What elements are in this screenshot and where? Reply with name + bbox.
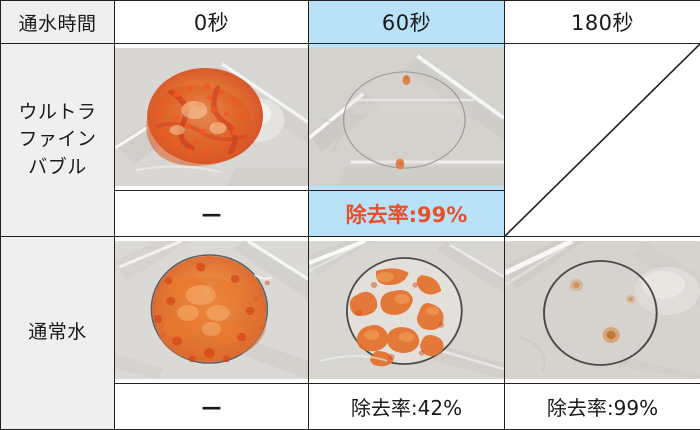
photo-cell-normal-0s: [115, 237, 309, 384]
header-time-0s: 0秒: [115, 1, 309, 44]
header-time-60s: 60秒: [309, 1, 505, 44]
not-measured-diagonal-icon: [505, 44, 700, 236]
row-label-line-2: ファイン: [1, 126, 114, 154]
header-corner-label: 通水時間: [1, 1, 115, 44]
result-normal-0s: —: [115, 384, 309, 430]
photo-cell-ufb-180s-not-measured: [505, 44, 700, 237]
header-time-180s: 180秒: [505, 1, 700, 44]
result-ufb-60s: 除去率:99%: [309, 191, 505, 237]
photo-ufb-60s-clean: [309, 48, 504, 186]
ufb-photo-row: ウルトラ ファイン バブル: [1, 44, 700, 191]
table-header-row: 通水時間 0秒 60秒 180秒: [1, 1, 700, 44]
photo-ufb-0s-heavy-residue: [115, 48, 308, 186]
photo-cell-ufb-0s: [115, 44, 309, 191]
photo-cell-ufb-60s: [309, 44, 505, 191]
row-label-line-1: ウルトラ: [1, 99, 114, 127]
row-label-normal-water-line-1: 通常水: [1, 319, 114, 347]
result-normal-60s: 除去率:42%: [309, 384, 505, 430]
result-normal-180s: 除去率:99%: [505, 384, 700, 430]
row-label-ultrafine-bubble: ウルトラ ファイン バブル: [1, 44, 115, 237]
row-label-line-3: バブル: [1, 154, 114, 182]
photo-normal-60s-partial-residue: [309, 241, 504, 379]
row-label-normal-water: 通常水: [1, 237, 115, 430]
photo-cell-normal-180s: [505, 237, 700, 384]
photo-normal-0s-heavy-residue: [115, 241, 308, 379]
normal-water-photo-row: 通常水: [1, 237, 700, 384]
photo-cell-normal-60s: [309, 237, 505, 384]
result-ufb-0s: —: [115, 191, 309, 237]
photo-normal-180s-clean: [505, 241, 700, 379]
